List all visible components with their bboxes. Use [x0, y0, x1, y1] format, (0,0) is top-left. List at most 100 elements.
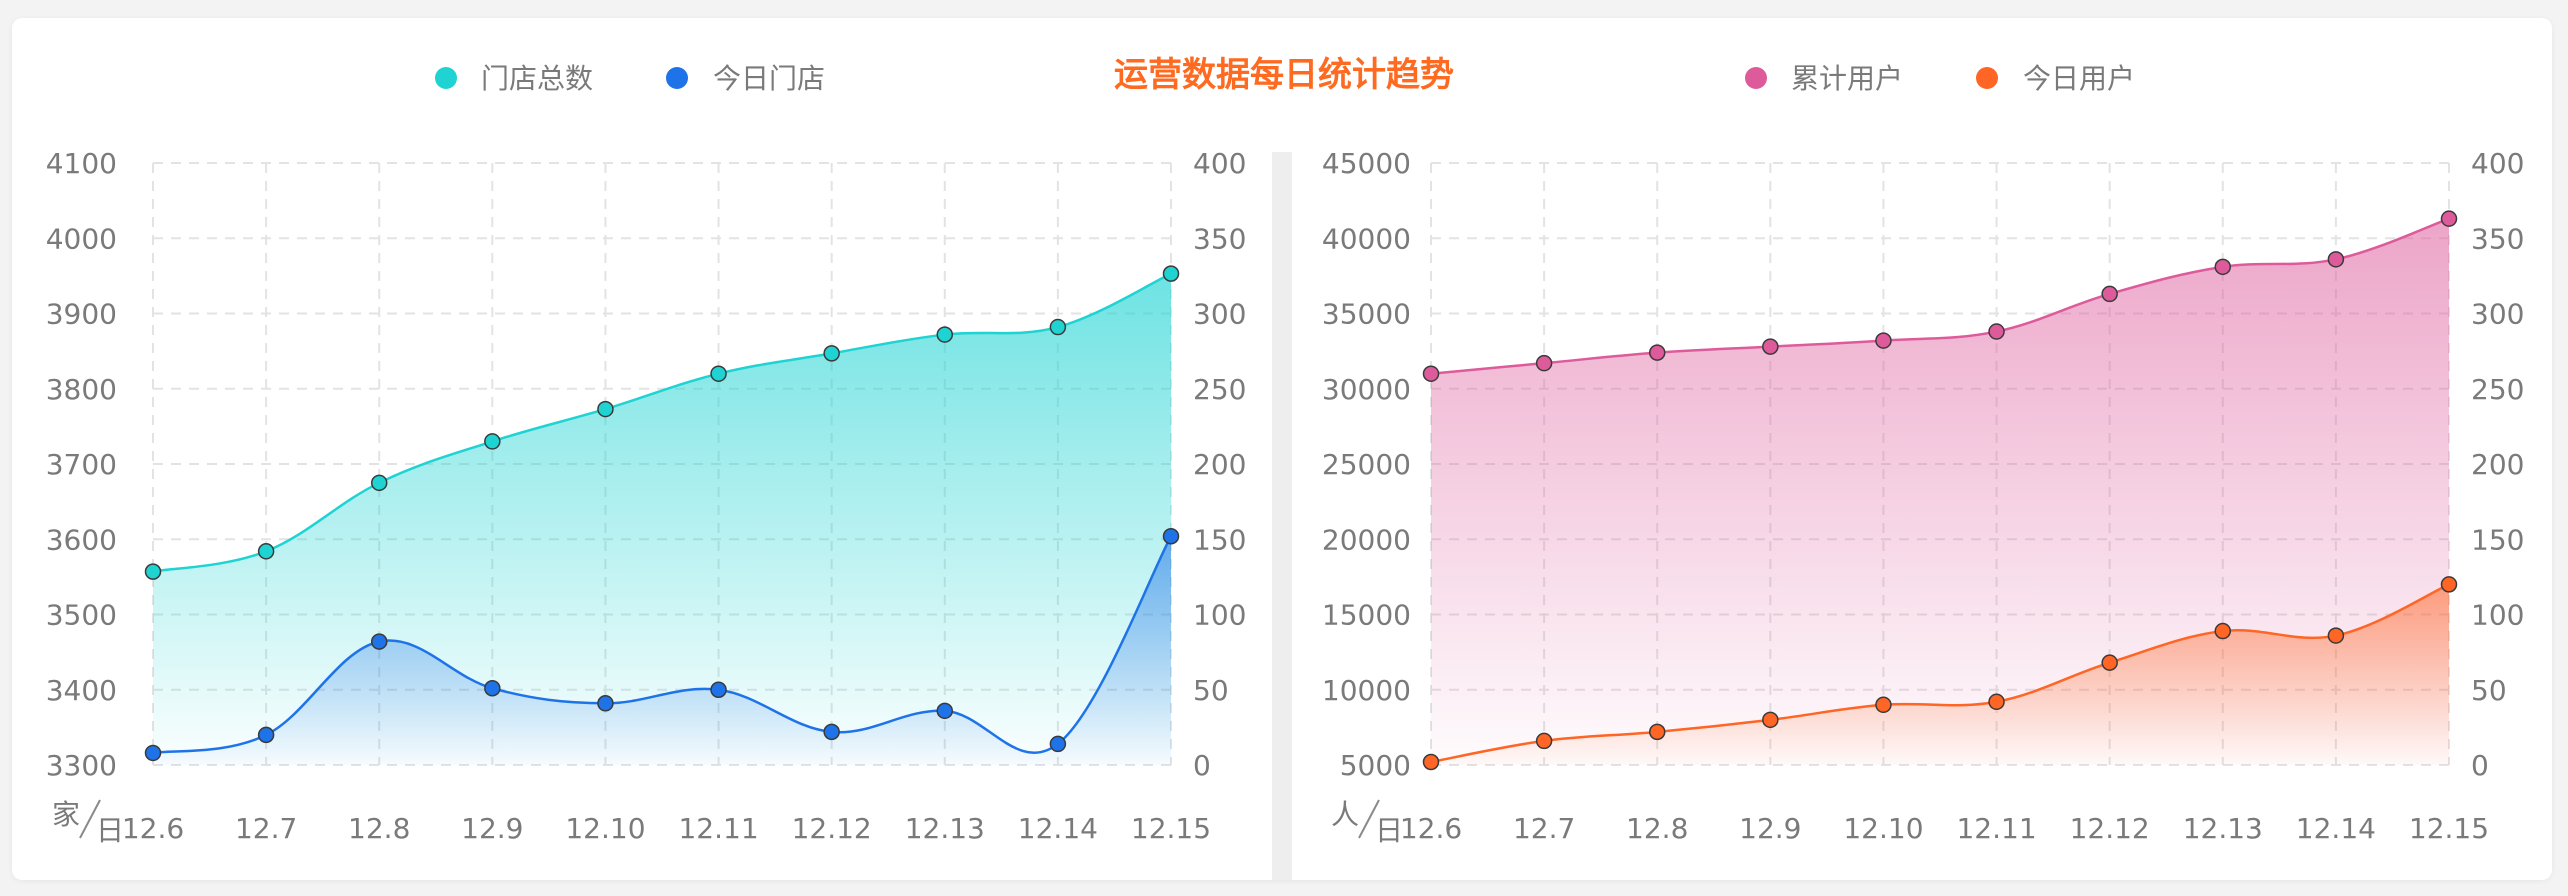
legend-marker-stores-today[interactable]: [666, 67, 688, 89]
y-tick-label: 4000: [46, 222, 117, 255]
y2-tick-label: 400: [1193, 147, 1246, 180]
right-axis: 0 50 100 150 200 250 300 350 400: [1193, 147, 1246, 782]
data-point[interactable]: [2328, 628, 2343, 643]
x-tick-label: 12.14: [1018, 812, 1098, 845]
data-point[interactable]: [711, 366, 726, 381]
x-tick-label: 12.9: [1739, 812, 1801, 845]
x-tick-label: 12.11: [1956, 812, 2036, 845]
x-tick-label: 12.12: [792, 812, 872, 845]
data-point[interactable]: [1537, 733, 1552, 748]
y2-tick-label: 100: [1193, 599, 1246, 632]
data-point[interactable]: [259, 727, 274, 742]
y-tick-label: 3800: [46, 373, 117, 406]
unit-label-bottom: 日: [1375, 814, 1403, 847]
data-point[interactable]: [2442, 577, 2457, 592]
data-point[interactable]: [1876, 333, 1891, 348]
data-point[interactable]: [259, 544, 274, 559]
y-tick-label: 30000: [1322, 373, 1411, 406]
legend-label-users-total[interactable]: 累计用户: [1791, 62, 1903, 95]
x-tick-label: 12.10: [565, 812, 645, 845]
data-point[interactable]: [2328, 252, 2343, 267]
x-tick-label: 12.14: [2296, 812, 2376, 845]
legend-label-users-today[interactable]: 今日用户: [2023, 62, 2135, 95]
legend-label-stores-total[interactable]: 门店总数: [481, 62, 593, 95]
y-tick-label: 20000: [1322, 523, 1411, 556]
series-area: [153, 274, 1171, 765]
y2-tick-label: 250: [2471, 373, 2524, 406]
data-point[interactable]: [711, 682, 726, 697]
data-point[interactable]: [1164, 529, 1179, 544]
y-tick-label: 3400: [46, 674, 117, 707]
data-point[interactable]: [824, 346, 839, 361]
data-point[interactable]: [2442, 211, 2457, 226]
data-point[interactable]: [2215, 624, 2230, 639]
y2-tick-label: 350: [2471, 222, 2524, 255]
legend-marker-users-today[interactable]: [1976, 67, 1998, 89]
x-axis: 12.6 12.7 12.8 12.9 12.10 12.11 12.12 12.13 12.1…: [122, 812, 1211, 845]
y-tick-label: 3300: [46, 749, 117, 782]
x-tick-label: 12.9: [461, 812, 523, 845]
header: 门店总数 今日门店 运营数据每日统计趋势 累计用户 今日用户: [435, 55, 2135, 95]
data-point[interactable]: [1650, 345, 1665, 360]
data-point[interactable]: [1989, 694, 2004, 709]
y-tick-label: 4100: [46, 147, 117, 180]
data-point[interactable]: [372, 475, 387, 490]
y-tick-label: 40000: [1322, 222, 1411, 255]
data-point[interactable]: [1164, 266, 1179, 281]
y-tick-label: 5000: [1340, 749, 1411, 782]
data-point[interactable]: [2215, 259, 2230, 274]
data-point[interactable]: [146, 564, 161, 579]
x-tick-label: 12.12: [2070, 812, 2150, 845]
x-tick-label: 12.6: [122, 812, 184, 845]
y2-tick-label: 100: [2471, 599, 2524, 632]
data-point[interactable]: [1763, 339, 1778, 354]
x-tick-label: 12.8: [1626, 812, 1688, 845]
y2-tick-label: 200: [1193, 448, 1246, 481]
store-chart: 3300 3400 3500 3600 3700 3800 3900 4000 4100 0 50 1…: [46, 147, 1247, 847]
data-point[interactable]: [598, 696, 613, 711]
right-axis: 0 50 100 150 200 250 300 350 400: [2471, 147, 2524, 782]
y2-tick-label: 0: [1193, 749, 1211, 782]
data-point[interactable]: [372, 634, 387, 649]
x-tick-label: 12.13: [2183, 812, 2263, 845]
y2-tick-label: 300: [2471, 298, 2524, 331]
x-tick-label: 12.15: [1131, 812, 1211, 845]
legend-label-stores-today[interactable]: 今日门店: [713, 62, 825, 95]
y-tick-label: 3700: [46, 448, 117, 481]
y-tick-label: 25000: [1322, 448, 1411, 481]
data-point[interactable]: [1050, 736, 1065, 751]
data-point[interactable]: [485, 434, 500, 449]
data-point[interactable]: [1876, 697, 1891, 712]
x-tick-label: 12.7: [235, 812, 297, 845]
y2-tick-label: 250: [1193, 373, 1246, 406]
data-point[interactable]: [937, 327, 952, 342]
data-point[interactable]: [1763, 712, 1778, 727]
x-tick-label: 12.13: [905, 812, 985, 845]
data-point[interactable]: [1424, 754, 1439, 769]
data-point[interactable]: [1537, 356, 1552, 371]
user-chart: 5000 10000 15000 20000 25000 30000 35000 40000 4…: [1322, 147, 2525, 847]
unit-label: 家日: [52, 798, 124, 847]
data-point[interactable]: [2102, 286, 2117, 301]
data-point[interactable]: [937, 703, 952, 718]
data-point[interactable]: [2102, 655, 2117, 670]
y2-tick-label: 200: [2471, 448, 2524, 481]
x-tick-label: 12.15: [2409, 812, 2489, 845]
y2-tick-label: 400: [2471, 147, 2524, 180]
left-axis: 5000 10000 15000 20000 25000 30000 35000 40000 4…: [1322, 147, 1411, 782]
data-point[interactable]: [1424, 366, 1439, 381]
data-point[interactable]: [824, 724, 839, 739]
y2-tick-label: 50: [2471, 674, 2507, 707]
data-point[interactable]: [1989, 324, 2004, 339]
data-point[interactable]: [1650, 724, 1665, 739]
data-point[interactable]: [146, 745, 161, 760]
x-axis: 12.6 12.7 12.8 12.9 12.10 12.11 12.12 12.13 12.1…: [1400, 812, 2489, 845]
y2-tick-label: 300: [1193, 298, 1246, 331]
y2-tick-label: 350: [1193, 222, 1246, 255]
data-point[interactable]: [485, 681, 500, 696]
data-point[interactable]: [1050, 320, 1065, 335]
legend-marker-users-total[interactable]: [1745, 67, 1767, 89]
data-point[interactable]: [598, 402, 613, 417]
legend-marker-stores-total[interactable]: [435, 67, 457, 89]
y-tick-label: 45000: [1322, 147, 1411, 180]
